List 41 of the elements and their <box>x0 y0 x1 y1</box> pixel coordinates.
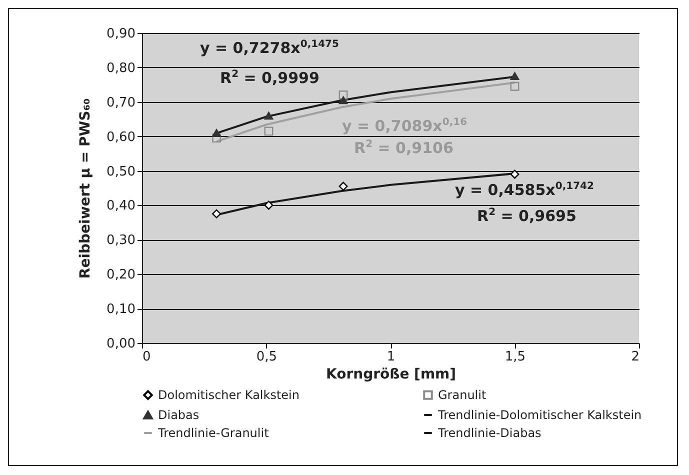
point <box>338 96 348 104</box>
point <box>510 72 520 80</box>
y-tick-label: 0,30 <box>106 233 136 248</box>
annotation: y = 0,4585x$^{0,1742}$ <box>455 181 594 199</box>
x-tick-label: 1,5 <box>504 350 526 364</box>
y-tick-label: 0,90 <box>106 26 136 42</box>
x-tick-label: 1 <box>386 350 396 364</box>
y-tick-label: 0,50 <box>106 164 136 180</box>
y-axis-title: Reibbeiwert μ = PWS₆₀ <box>78 98 94 279</box>
y-tick-label: 0,40 <box>106 198 136 214</box>
annotation: R$^{2}$ = 0,9999 <box>220 69 320 87</box>
legend-label: Diabas <box>158 408 200 422</box>
y-tick-label: 0,20 <box>106 268 136 283</box>
x-tick-label: 0 <box>142 350 151 364</box>
legend-label: Trendlinie-Granulit <box>157 426 270 440</box>
annotation: R$^{2}$ = 0,9695 <box>477 207 576 225</box>
legend-label: Granulit <box>438 388 486 402</box>
x-axis-title: Korngröße [mm] <box>326 366 456 382</box>
point <box>338 182 348 191</box>
x-tick-label: 0,5 <box>256 350 278 364</box>
legend-label: Trendlinie-Diabas <box>437 426 542 440</box>
point <box>338 90 348 100</box>
annotation: y = 0,7089x$^{0,16}$ <box>342 117 468 135</box>
y-tick-label: 0,80 <box>106 60 136 76</box>
point <box>212 128 222 137</box>
y-tick-label: 0,10 <box>106 302 136 318</box>
legend-label: Trendlinie-Dolomitischer Kalkstein <box>437 408 642 422</box>
point <box>510 82 520 91</box>
x-tick-label: 2 <box>631 350 640 364</box>
point <box>264 126 274 136</box>
point <box>264 112 274 120</box>
annotation: y = 0,7278x$^{0,1475}$ <box>200 39 339 57</box>
y-tick-label: 0,60 <box>106 130 136 145</box>
point <box>264 200 274 210</box>
y-tick-label: 0,70 <box>106 95 136 110</box>
point <box>212 209 222 218</box>
annotation: R$^{2}$ = 0,9106 <box>354 139 454 157</box>
point <box>212 134 222 143</box>
legend-label: Dolomitischer Kalkstein <box>158 388 300 402</box>
y-tick-label: 0,00 <box>106 336 136 352</box>
point <box>510 170 520 179</box>
